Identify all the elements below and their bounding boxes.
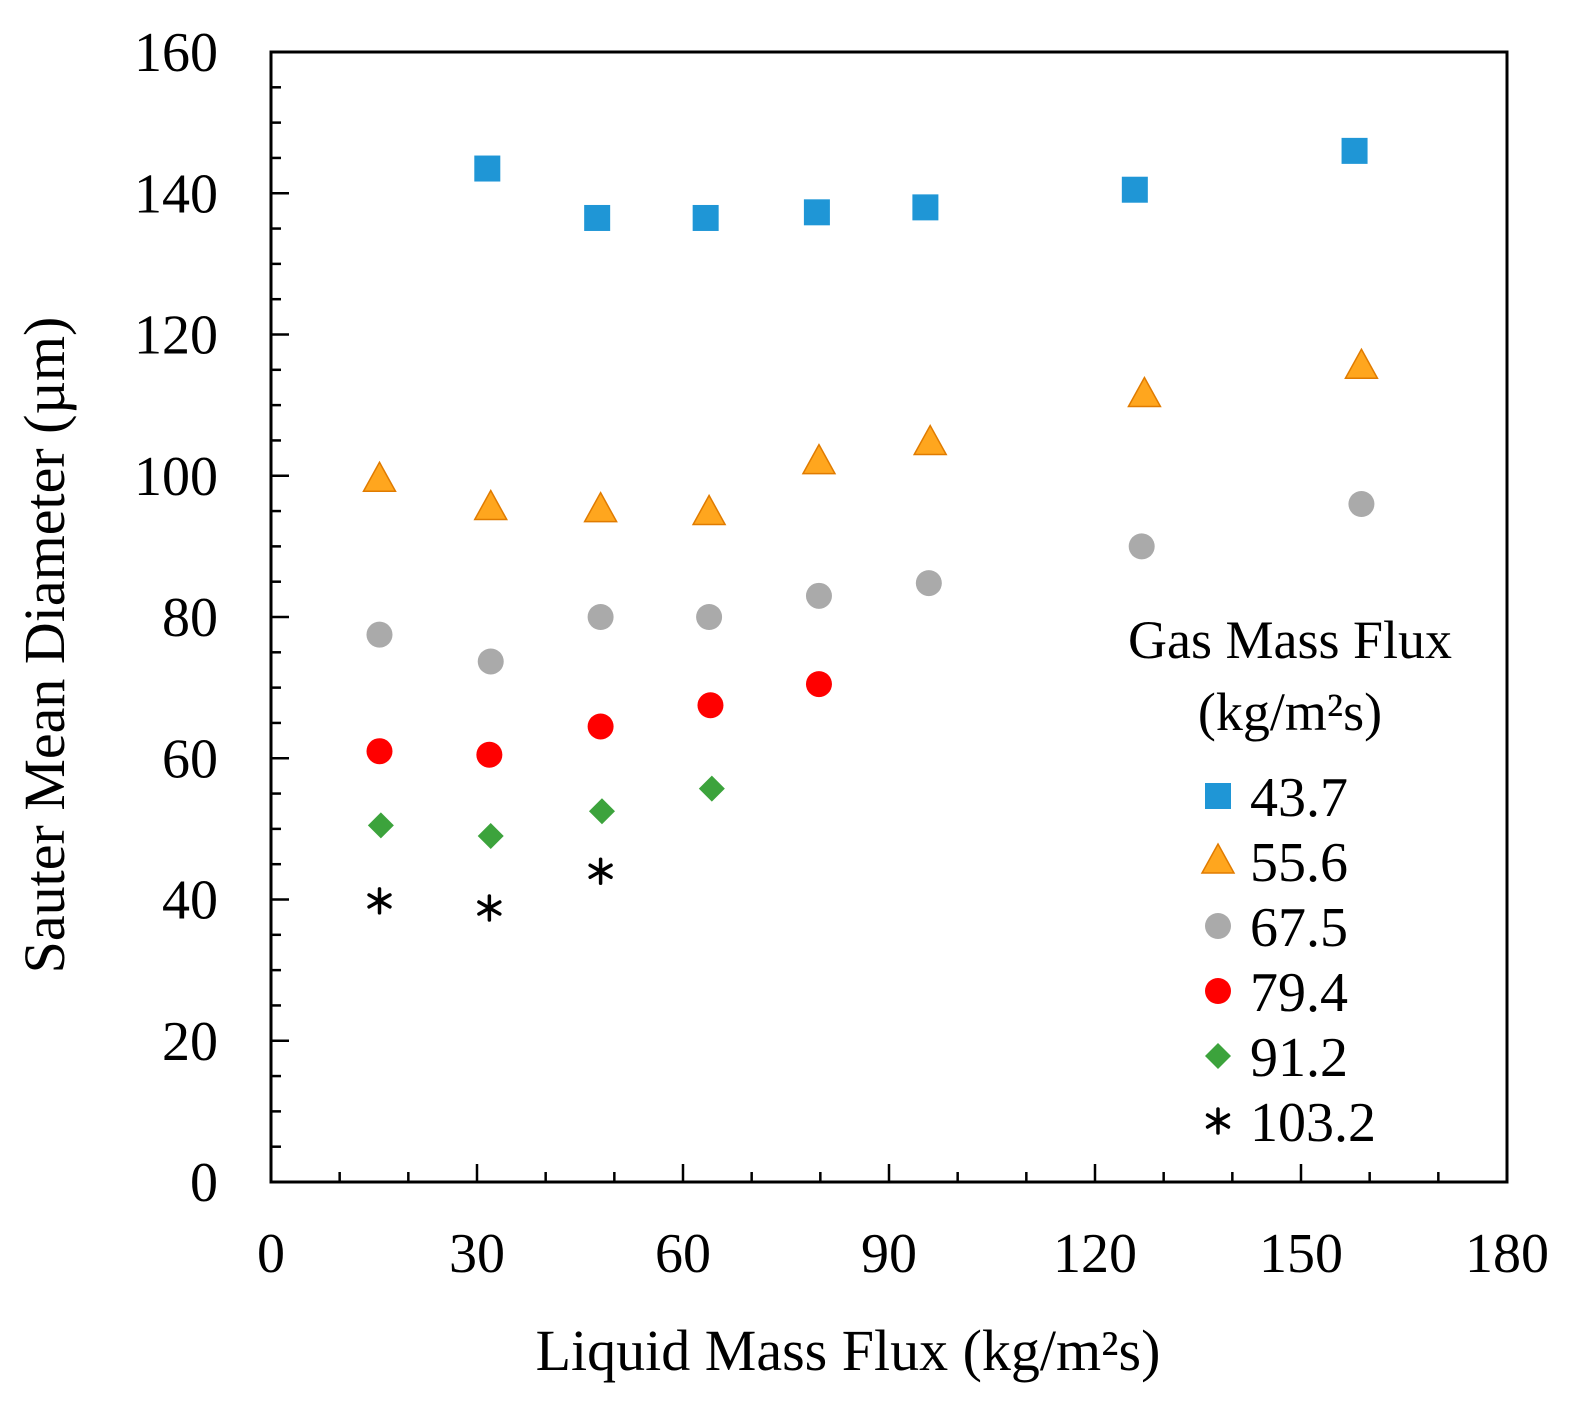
data-point-diamond <box>367 812 394 839</box>
data-point-square <box>803 199 830 226</box>
legend-entry: 103.2 <box>1205 1092 1376 1154</box>
data-point-square <box>692 204 719 231</box>
y-tick-label: 160 <box>134 22 218 84</box>
x-tick-labels: 0 30 60 90 120 150 180 <box>257 1223 1549 1285</box>
x-tick-label: 60 <box>655 1223 711 1285</box>
x-tick-label: 180 <box>1465 1223 1549 1285</box>
data-point-circle <box>1348 491 1375 517</box>
x-axis-label: Liquid Mass Flux (kg/m²s) <box>536 1318 1161 1383</box>
legend-entry: 55.6 <box>1200 832 1348 894</box>
data-point-diamond <box>698 775 725 802</box>
data-point-circle <box>366 621 393 648</box>
legend-label: 79.4 <box>1250 962 1348 1024</box>
y-axis-label: Sauter Mean Diameter (µm) <box>12 317 77 974</box>
legend-entry: 67.5 <box>1205 897 1348 959</box>
data-point-circle <box>915 570 942 597</box>
data-point-square <box>1341 137 1368 164</box>
data-point-circle <box>805 582 832 609</box>
legend-marker-asterisk <box>1205 1107 1231 1135</box>
series-79-4 <box>366 671 832 768</box>
data-point-triangle <box>362 460 397 493</box>
legend-label: 43.7 <box>1250 767 1348 829</box>
data-points <box>362 137 1379 922</box>
data-point-square <box>584 204 611 231</box>
data-point-triangle <box>583 491 618 523</box>
legend-title-line2: (kg/m²s) <box>1198 682 1382 742</box>
y-tick-label: 80 <box>162 587 218 649</box>
data-point-triangle <box>912 424 948 456</box>
legend-marker-square <box>1205 783 1231 809</box>
legend-marker-circle <box>1205 913 1231 939</box>
y-tick-label: 60 <box>162 728 218 790</box>
data-point-circle <box>587 713 614 740</box>
legend: Gas Mass Flux (kg/m²s) 43.755.667.579.49… <box>1128 610 1452 1154</box>
legend-entry: 43.7 <box>1205 767 1348 829</box>
data-point-triangle <box>691 493 727 526</box>
series-67-5 <box>366 491 1375 675</box>
data-point-circle <box>587 604 614 630</box>
data-point-square <box>1121 176 1148 203</box>
series-43-7 <box>474 137 1368 231</box>
data-point-asterisk <box>588 857 613 885</box>
data-point-circle <box>366 738 393 765</box>
data-point-square <box>912 194 939 221</box>
data-point-triangle <box>473 488 509 521</box>
x-tick-label: 90 <box>861 1223 917 1285</box>
legend-label: 55.6 <box>1250 832 1348 894</box>
legend-marker-triangle <box>1200 842 1236 874</box>
legend-label: 67.5 <box>1250 897 1348 959</box>
legend-entry: 79.4 <box>1205 962 1348 1024</box>
data-point-asterisk <box>477 894 502 922</box>
y-tick-label: 140 <box>134 163 218 225</box>
data-point-circle <box>805 671 832 698</box>
legend-label: 91.2 <box>1250 1027 1348 1089</box>
data-point-circle <box>476 741 503 768</box>
y-tick-labels: 0 20 40 60 80 100 120 140 160 <box>134 22 218 1214</box>
data-point-circle <box>1128 533 1155 560</box>
series-103-2 <box>367 857 613 922</box>
legend-marker-diamond <box>1205 1043 1231 1069</box>
y-tick-label: 100 <box>134 446 218 508</box>
y-tick-label: 40 <box>162 870 218 932</box>
legend-marker-circle <box>1205 978 1231 1004</box>
data-point-triangle <box>1344 347 1379 380</box>
data-point-triangle <box>801 443 837 475</box>
series-91-2 <box>367 775 725 849</box>
axis-ticks <box>271 86 1440 1182</box>
legend-label: 103.2 <box>1250 1092 1376 1154</box>
legend-entry: 91.2 <box>1205 1027 1348 1089</box>
asterisk-stroke <box>477 900 502 916</box>
data-point-circle <box>477 648 504 675</box>
asterisk-stroke <box>588 863 613 879</box>
data-point-asterisk <box>367 887 392 915</box>
x-tick-label: 120 <box>1053 1223 1137 1285</box>
data-point-circle <box>696 604 723 630</box>
asterisk-stroke <box>1205 1113 1231 1129</box>
data-point-square <box>474 155 501 182</box>
x-tick-label: 150 <box>1259 1223 1343 1285</box>
x-tick-label: 30 <box>449 1223 505 1285</box>
y-tick-label: 20 <box>162 1011 218 1073</box>
data-point-diamond <box>588 798 615 825</box>
data-point-diamond <box>477 822 504 849</box>
data-point-circle <box>697 692 724 719</box>
y-tick-label: 0 <box>190 1152 218 1214</box>
y-tick-label: 120 <box>134 305 218 367</box>
series-55-6 <box>362 347 1379 526</box>
x-tick-label: 0 <box>257 1223 285 1285</box>
data-point-triangle <box>1127 375 1162 408</box>
asterisk-stroke <box>367 893 392 909</box>
legend-title-line1: Gas Mass Flux <box>1128 610 1452 670</box>
